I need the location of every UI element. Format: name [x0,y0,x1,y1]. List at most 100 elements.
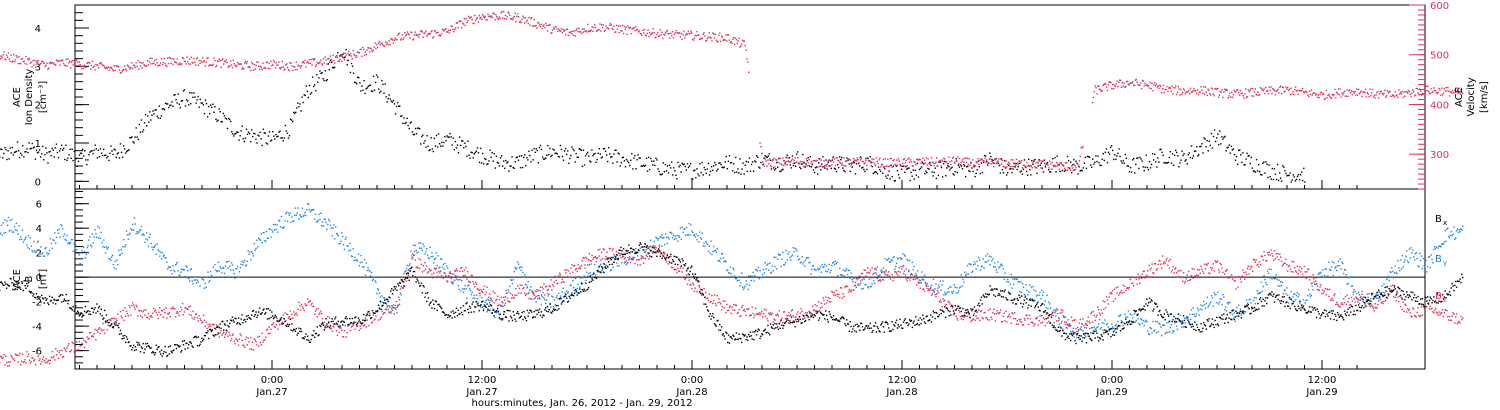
velocity-point [1298,89,1300,92]
velocity-point [269,68,271,70]
by-point [1392,276,1395,279]
by-point [629,258,631,260]
by-point [874,282,876,285]
by-point [200,276,202,278]
velocity-point [769,164,772,167]
velocity-point [950,163,952,166]
density-point [887,174,889,176]
by-point [281,227,284,229]
bz-point [34,358,36,361]
by-point [365,262,368,264]
by-point [986,253,989,255]
density-point [1049,171,1051,173]
bz-point [65,350,67,353]
by-point [1301,306,1304,308]
velocity-point [314,58,316,60]
density-point [463,146,465,149]
velocity-point [1058,168,1061,171]
density-point [550,155,552,158]
by-point [602,262,605,265]
velocity-point [1055,165,1057,168]
velocity-point [530,17,532,20]
by-point [1312,289,1314,291]
density-point [193,92,195,94]
by-point [738,279,740,282]
density-point [483,163,485,165]
velocity-point [1154,82,1156,84]
velocity-point [30,61,32,64]
velocity-point [660,34,662,36]
by-point [221,272,223,274]
by-point [771,265,774,267]
density-point [132,141,134,143]
by-point [224,265,227,267]
velocity-point [191,61,193,64]
velocity-point [1362,91,1364,93]
velocity-point [41,60,43,63]
density-point [929,161,931,164]
density-point [888,170,890,172]
velocity-point [401,34,403,36]
density-point [753,160,756,162]
density-point [748,157,751,159]
by-point [115,268,117,270]
velocity-point [349,52,352,55]
density-point [150,119,152,121]
by-point [440,258,442,260]
by-point [201,277,203,279]
by-point [132,223,134,226]
velocity-point [377,46,379,49]
velocity-point [1213,95,1215,97]
by-point [254,249,256,251]
by-point [965,274,967,277]
velocity-point [1078,160,1081,162]
velocity-point [203,60,206,62]
velocity-point [354,54,356,57]
by-point [1388,279,1390,282]
velocity-point [559,30,562,32]
density-point [389,98,391,100]
by-point [608,257,610,259]
by-point [385,303,388,305]
velocity-point [379,44,382,46]
velocity-point [424,32,426,34]
velocity-point [1069,167,1071,169]
velocity-point [1274,94,1277,96]
bz-point [51,350,53,353]
by-point [699,237,702,239]
by-point [519,266,522,268]
density-point [510,165,512,167]
bz-point [31,357,33,359]
by-point [804,265,806,267]
by-point [750,279,753,282]
velocity-point [1032,161,1034,164]
density-point [419,128,421,130]
velocity-point [969,164,971,167]
density-point [409,122,411,124]
by-point [293,220,295,222]
density-point [345,48,347,51]
velocity-point [989,158,991,160]
by-point [1191,313,1194,316]
density-point [361,85,363,87]
by-point [411,255,413,257]
density-point [660,174,662,176]
by-point [1112,327,1115,330]
by-point [710,240,712,242]
velocity-tick-label: 300 [1430,150,1449,161]
density-point [952,173,954,175]
velocity-point [1290,87,1292,89]
velocity-point [514,12,516,15]
velocity-point [1181,93,1183,95]
by-point [111,254,114,257]
velocity-point [787,157,789,159]
density-point [1260,173,1262,176]
by-point [573,286,575,289]
by-point [1121,321,1124,323]
velocity-point [611,27,613,29]
by-point [128,233,130,236]
by-point [760,276,762,278]
velocity-point [1314,92,1316,94]
velocity-point [847,158,850,160]
by-point [1309,295,1312,298]
